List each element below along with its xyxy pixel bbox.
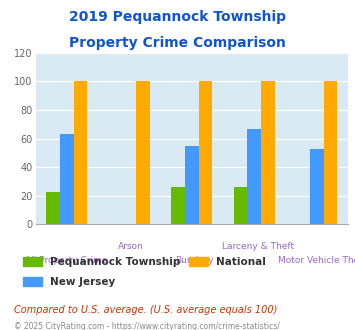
Bar [234, 187, 247, 224]
Legend: Pequannock Township, National: Pequannock Township, National [23, 257, 266, 267]
Bar [136, 82, 150, 224]
Bar [46, 191, 60, 224]
Text: Compared to U.S. average. (U.S. average equals 100): Compared to U.S. average. (U.S. average … [14, 305, 278, 315]
Bar [310, 148, 323, 224]
Bar [171, 187, 185, 224]
Bar [73, 82, 87, 224]
Text: Motor Vehicle Theft: Motor Vehicle Theft [278, 256, 355, 265]
Text: Burglary: Burglary [175, 256, 214, 265]
Bar [185, 146, 198, 224]
Bar [247, 129, 261, 224]
Bar [261, 82, 275, 224]
Legend: New Jersey: New Jersey [23, 277, 115, 287]
Bar [198, 82, 212, 224]
Text: All Property Crime: All Property Crime [26, 256, 108, 265]
Text: Larceny & Theft: Larceny & Theft [222, 243, 294, 251]
Text: 2019 Pequannock Township: 2019 Pequannock Township [69, 10, 286, 24]
Text: Property Crime Comparison: Property Crime Comparison [69, 36, 286, 50]
Bar [60, 134, 73, 224]
Text: Arson: Arson [118, 243, 143, 251]
Bar [323, 82, 337, 224]
Text: © 2025 CityRating.com - https://www.cityrating.com/crime-statistics/: © 2025 CityRating.com - https://www.city… [14, 322, 280, 330]
